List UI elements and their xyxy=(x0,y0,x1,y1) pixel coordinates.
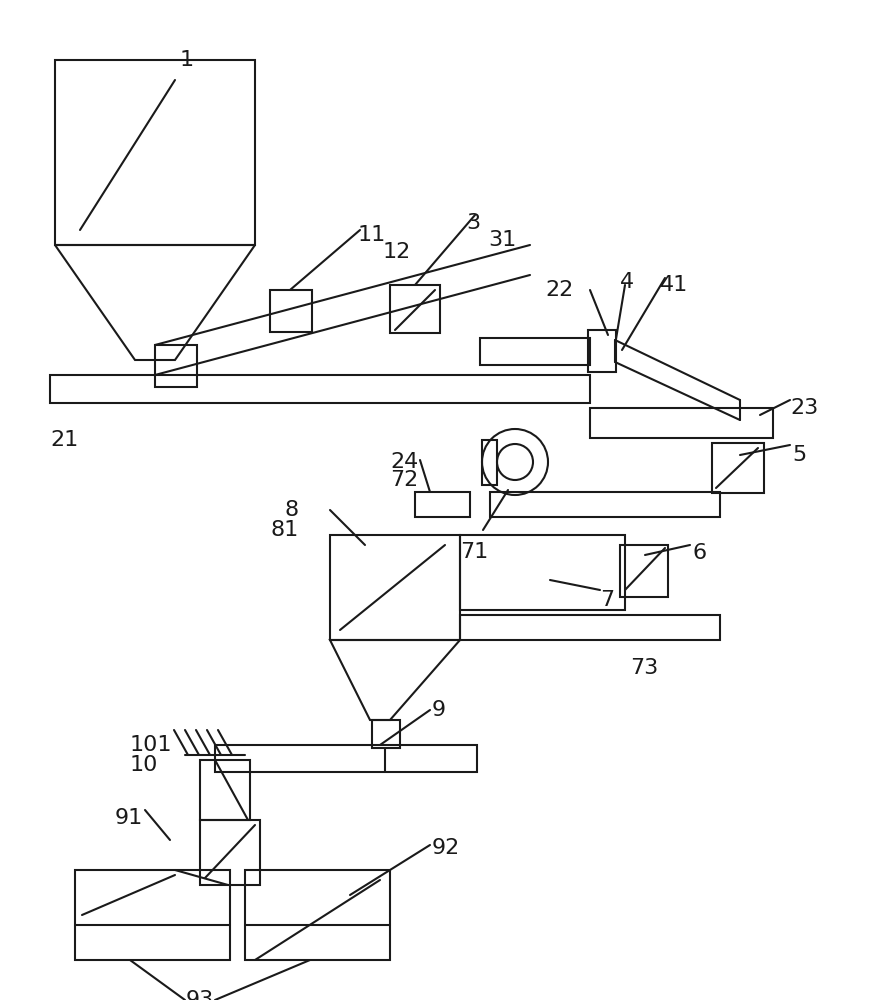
Text: 3: 3 xyxy=(466,213,480,233)
Text: 73: 73 xyxy=(630,658,658,678)
Text: 22: 22 xyxy=(545,280,573,300)
Bar xyxy=(480,338,590,365)
Bar xyxy=(588,330,616,372)
Bar xyxy=(50,375,590,403)
Text: 5: 5 xyxy=(792,445,806,465)
Bar xyxy=(482,440,497,485)
Bar xyxy=(590,408,773,438)
Text: 12: 12 xyxy=(383,242,412,262)
Bar xyxy=(372,720,400,748)
Bar xyxy=(490,492,720,517)
Text: 91: 91 xyxy=(115,808,143,828)
Text: 101: 101 xyxy=(130,735,172,755)
Bar xyxy=(460,615,720,640)
Bar xyxy=(620,545,668,597)
Text: 24: 24 xyxy=(390,452,419,472)
Text: 92: 92 xyxy=(432,838,461,858)
Bar xyxy=(245,870,390,960)
Bar xyxy=(200,760,250,820)
Bar xyxy=(55,60,255,245)
Text: 9: 9 xyxy=(432,700,446,720)
Text: 41: 41 xyxy=(660,275,688,295)
Text: 8: 8 xyxy=(285,500,299,520)
Text: 31: 31 xyxy=(488,230,517,250)
Bar xyxy=(415,492,470,517)
Text: 10: 10 xyxy=(130,755,158,775)
Text: 6: 6 xyxy=(692,543,706,563)
Text: 72: 72 xyxy=(390,470,419,490)
Text: 21: 21 xyxy=(50,430,79,450)
Text: 11: 11 xyxy=(358,225,386,245)
Text: 1: 1 xyxy=(180,50,194,70)
Text: 4: 4 xyxy=(620,272,635,292)
Bar xyxy=(712,443,764,493)
Text: 71: 71 xyxy=(460,542,489,562)
Bar xyxy=(330,535,460,640)
Bar xyxy=(200,820,260,885)
Bar xyxy=(75,870,230,960)
Bar xyxy=(270,290,312,332)
Text: 93: 93 xyxy=(186,990,214,1000)
Text: 23: 23 xyxy=(790,398,818,418)
Bar xyxy=(155,345,197,387)
Text: 81: 81 xyxy=(270,520,298,540)
Bar xyxy=(460,535,625,610)
Bar xyxy=(390,285,440,333)
Text: 7: 7 xyxy=(600,590,614,610)
Bar xyxy=(215,745,477,772)
